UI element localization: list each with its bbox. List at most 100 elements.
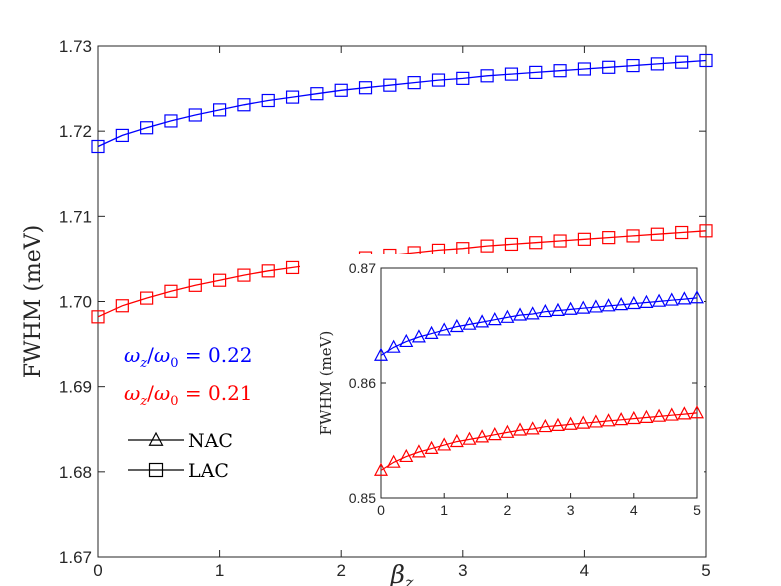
inset-plot: 0 1 2 3 4 5 0.85 0.86 0.87 FWHM (meV) <box>300 254 704 536</box>
data-point <box>650 227 664 241</box>
inset-x-tick-label: 3 <box>567 502 575 518</box>
marker-legend-nac: NAC <box>128 430 233 452</box>
inset-data-point <box>475 429 490 443</box>
inset-y-tick-label: 0.85 <box>349 490 376 506</box>
square-icon <box>148 462 164 478</box>
inset-data-point <box>374 462 388 476</box>
inset-data-point <box>513 422 528 436</box>
data-point <box>577 232 592 246</box>
inset-axes-box <box>380 267 698 499</box>
inset-series-1 <box>374 405 704 476</box>
inset-data-point <box>626 410 641 425</box>
data-point <box>504 67 519 81</box>
inset-series-line <box>380 297 698 356</box>
data-point <box>699 224 713 238</box>
inset-y-axis-label: FWHM (meV) <box>317 331 335 436</box>
data-point <box>553 64 567 78</box>
inset-data-point <box>563 301 578 315</box>
inset-data-point <box>626 295 641 310</box>
inset-data-point <box>386 339 401 353</box>
series-legend-0: ωz/ω0 = 0.22 <box>124 343 253 371</box>
x-tick-label: 4 <box>580 561 589 580</box>
x-tick-label: 2 <box>336 561 345 580</box>
data-point <box>602 231 616 245</box>
inset-data-point <box>639 409 654 423</box>
data-point <box>602 60 616 74</box>
inset-data-point <box>525 306 540 320</box>
inset-data-point <box>462 316 477 330</box>
data-point <box>164 114 178 128</box>
inset-data-point <box>588 299 603 313</box>
inset-data-point <box>550 417 565 432</box>
y-tick-label: 1.70 <box>59 293 92 312</box>
x-axis-label: βz <box>390 560 414 586</box>
inset-data-point <box>525 421 540 435</box>
inset-data-point <box>563 416 578 430</box>
inset-data-point <box>601 413 616 427</box>
inset-data-point <box>690 290 704 304</box>
inset-x-tick-label: 2 <box>504 502 512 518</box>
x-tick-label: 1 <box>215 561 224 580</box>
inset-data-point <box>614 412 629 426</box>
inset-data-point <box>399 448 414 463</box>
inset-data-point <box>399 333 414 348</box>
data-point <box>675 55 689 69</box>
inset-data-point <box>374 347 388 361</box>
data-point <box>480 239 494 253</box>
marker-legend-lac: LAC <box>128 460 229 482</box>
inset-data-point <box>601 298 616 312</box>
inset-data-point <box>475 314 490 328</box>
inset-data-point <box>652 408 667 422</box>
data-point <box>675 225 689 240</box>
inset-data-point <box>576 300 591 314</box>
inset-data-point <box>487 311 502 326</box>
inset-series-0 <box>374 290 704 361</box>
data-point <box>115 299 129 313</box>
x-tick-label: 0 <box>93 561 102 580</box>
legend-label: NAC <box>188 430 233 452</box>
data-point <box>237 98 251 112</box>
inset-x-tick-label: 5 <box>693 502 701 518</box>
series-line <box>97 59 707 148</box>
inset-data-point <box>424 440 439 455</box>
y-tick-label: 1.67 <box>59 548 92 567</box>
data-point <box>334 83 348 97</box>
data-point <box>383 78 397 92</box>
x-tick-label: 3 <box>458 561 467 580</box>
inset-data-point <box>411 444 426 458</box>
data-point <box>577 62 592 76</box>
data-point <box>285 90 300 104</box>
data-point <box>261 93 275 108</box>
inset-data-point <box>538 303 553 318</box>
inset-data-point <box>588 414 603 428</box>
y-axis-label: FWHM (meV) <box>21 225 46 379</box>
data-point <box>626 229 640 243</box>
data-point <box>188 108 202 122</box>
inset-y-tick-label: 0.87 <box>349 260 376 276</box>
inset-data-point <box>614 297 629 311</box>
inset-data-point <box>500 309 515 323</box>
inset-data-point <box>550 302 565 317</box>
inset-data-point <box>487 426 502 441</box>
data-point <box>699 53 713 68</box>
inset-x-tick-label: 4 <box>630 502 638 518</box>
inset-series-line <box>380 412 698 471</box>
data-point <box>553 234 567 248</box>
inset-data-point <box>576 415 591 429</box>
data-point <box>91 139 105 154</box>
data-point <box>213 273 227 287</box>
inset-x-tick-label: 1 <box>440 502 448 518</box>
series-0 <box>91 53 713 154</box>
inset-data-point <box>411 329 426 343</box>
inset-data-point <box>513 307 528 321</box>
data-point <box>213 103 227 117</box>
data-point <box>529 236 543 250</box>
triangle-icon <box>148 431 164 446</box>
data-point <box>140 121 154 135</box>
inset-data-point <box>449 433 464 448</box>
inset-data-point <box>639 294 654 308</box>
y-tick-label: 1.71 <box>59 207 92 226</box>
inset-data-point <box>664 407 679 421</box>
inset-data-point <box>462 431 477 445</box>
y-tick-label: 1.72 <box>59 122 92 141</box>
